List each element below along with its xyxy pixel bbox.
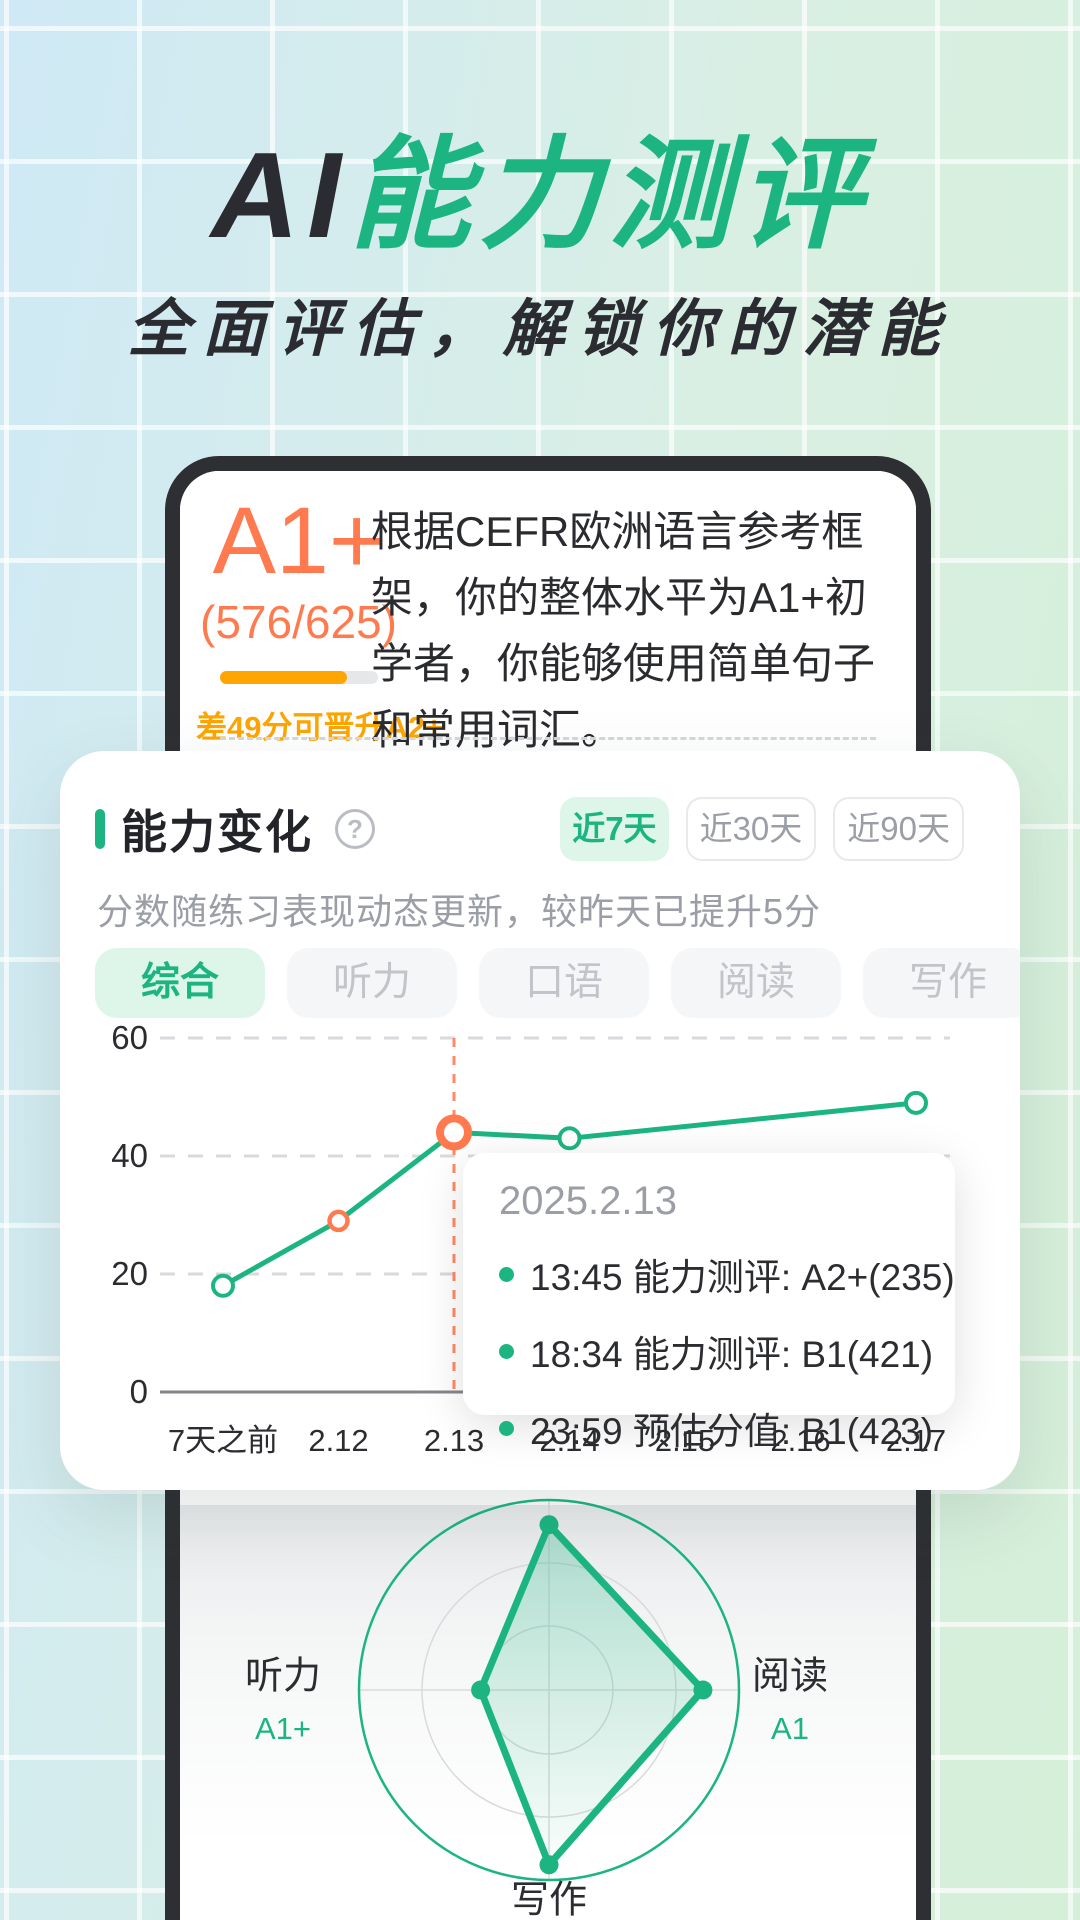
page-subtitle: 全面评估，解锁你的潜能 bbox=[127, 295, 953, 364]
skill-tab[interactable]: 阅读 bbox=[671, 948, 841, 1018]
dashed-divider bbox=[220, 737, 876, 740]
ability-change-card: 能力变化 ? 近7天 近30天 近90天 分数随练习表现动态更新，较昨天已提升5分 … bbox=[60, 751, 1020, 1490]
tooltip-row: 18:34 能力测评: B1(421) bbox=[499, 1324, 955, 1378]
tooltip-row: 23:59 预估分值: B1(423) bbox=[499, 1401, 955, 1455]
period-pill[interactable]: 近90天 bbox=[833, 797, 964, 861]
bullet-icon bbox=[499, 1343, 514, 1359]
radar-axis-listening: 听力 bbox=[244, 1655, 322, 1698]
page-title-ai: AI bbox=[211, 127, 349, 263]
page-title-green: 能力测评 bbox=[349, 127, 869, 263]
radar-level-listening: A1+ bbox=[254, 1711, 312, 1746]
x-tick-label: 2.13 bbox=[424, 1423, 484, 1458]
x-tick-label: 2.17 bbox=[886, 1423, 946, 1458]
y-tick-label: 0 bbox=[130, 1373, 148, 1410]
tooltip-row-text: 23:59 预估分值: B1(423) bbox=[530, 1411, 934, 1452]
y-tick-label: 60 bbox=[111, 1019, 148, 1056]
page-title: AI能力测评 bbox=[0, 96, 1080, 273]
radar-chart bbox=[357, 1498, 741, 1882]
chart-tooltip: 2025.2.13 13:45 能力测评: A2+(235) 18:34 能力测… bbox=[463, 1153, 955, 1452]
tooltip-row-text: 18:34 能力测评: B1(421) bbox=[530, 1334, 934, 1375]
tooltip-date: 2025.2.13 bbox=[499, 1179, 677, 1223]
x-tick-label: 7天之前 bbox=[168, 1423, 278, 1458]
radar-level-reading: A1 bbox=[771, 1711, 809, 1746]
tooltip-row: 13:45 能力测评: A2+(235) bbox=[499, 1247, 955, 1301]
skill-tabs: 综合 听力 口语 阅读 写作 bbox=[95, 948, 1020, 1018]
accent-bar bbox=[95, 809, 105, 849]
bullet-icon bbox=[499, 1420, 514, 1436]
radar-axis-writing: 写作 bbox=[510, 1879, 588, 1920]
help-icon[interactable]: ? bbox=[335, 809, 375, 849]
score-progress-bar bbox=[219, 671, 378, 684]
score-progress-fill bbox=[219, 671, 348, 684]
data-point[interactable] bbox=[557, 1126, 582, 1151]
data-point[interactable] bbox=[436, 1114, 472, 1151]
card-title: 能力变化 bbox=[121, 806, 313, 858]
x-tick-label: 2.14 bbox=[539, 1423, 599, 1458]
data-point[interactable] bbox=[211, 1273, 235, 1298]
period-pill[interactable]: 近30天 bbox=[685, 797, 817, 861]
radar-axis-reading: 阅读 bbox=[751, 1655, 829, 1698]
period-selector: 近7天 近30天 近90天 bbox=[560, 797, 964, 861]
data-point[interactable] bbox=[904, 1090, 928, 1115]
tooltip-row-text: 13:45 能力测评: A2+(235) bbox=[530, 1257, 955, 1298]
skill-tab[interactable]: 写作 bbox=[863, 948, 1020, 1018]
skill-tab[interactable]: 听力 bbox=[287, 948, 457, 1018]
y-tick-label: 40 bbox=[111, 1137, 148, 1174]
data-point[interactable] bbox=[327, 1209, 350, 1233]
x-tick-label: 2.16 bbox=[770, 1423, 830, 1458]
period-pill[interactable]: 近7天 bbox=[560, 797, 669, 861]
card-header: 能力变化 ? bbox=[95, 796, 375, 862]
level-description: 根据CEFR欧洲语言参考框架，你的整体水平为A1+初学者，你能够使用简单句子和常… bbox=[371, 508, 876, 753]
y-tick-label: 20 bbox=[111, 1255, 148, 1292]
score-fraction: (576/625) bbox=[200, 596, 397, 648]
skill-tab[interactable]: 口语 bbox=[479, 948, 649, 1018]
x-tick-label: 2.15 bbox=[655, 1423, 715, 1458]
x-tick-label: 2.12 bbox=[308, 1423, 368, 1458]
bullet-icon bbox=[499, 1266, 514, 1282]
cefr-level: A1+ bbox=[212, 488, 385, 594]
score-update-note: 分数随练习表现动态更新，较昨天已提升5分 bbox=[97, 891, 822, 932]
skill-tab[interactable]: 综合 bbox=[95, 948, 265, 1018]
